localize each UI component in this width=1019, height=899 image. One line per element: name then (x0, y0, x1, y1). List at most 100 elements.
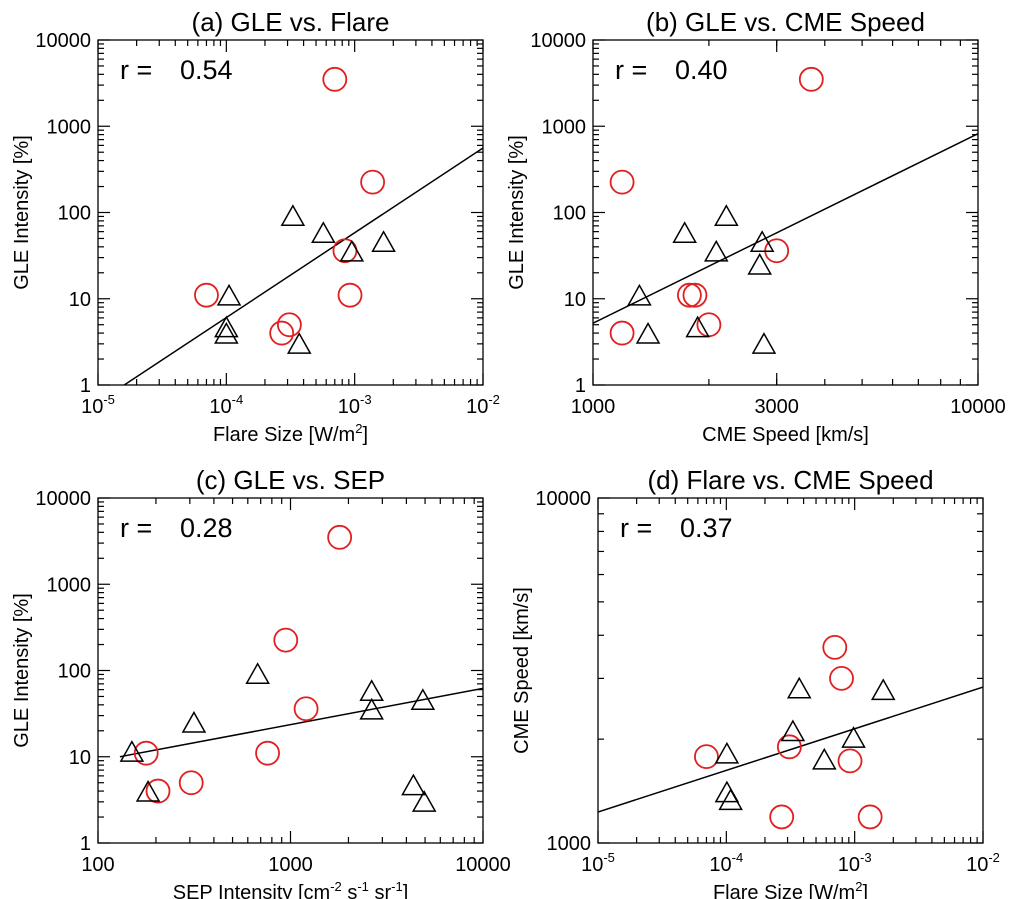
plot-frame (97, 497, 484, 844)
x-tick-label-base: 100 (81, 854, 114, 876)
data-point-triangle (245, 662, 270, 685)
x-axis-label-text: s (342, 882, 358, 899)
data-point-circle (322, 66, 348, 92)
data-point-circle (609, 320, 635, 346)
x-tick-label-base: 10 (466, 396, 488, 418)
data-point-triangle (812, 747, 837, 770)
data-point-triangle (411, 790, 437, 812)
regression-line (119, 687, 483, 758)
x-tick-label-exponent: -5 (103, 392, 115, 407)
x-tick-label: 10000 (950, 396, 1006, 418)
data-point-circle (273, 627, 299, 653)
data-point-circle (769, 804, 795, 830)
x-tick-label: 10-2 (466, 392, 500, 418)
data-point-triangle (685, 315, 710, 338)
data-point-triangle (703, 239, 729, 262)
data-point-triangle (216, 283, 242, 306)
chart-title: (a) GLE vs. Flare (192, 7, 390, 37)
x-tick-label: 10-4 (209, 392, 243, 418)
data-point-circle (837, 748, 863, 774)
x-axis-label: Flare Size [W/m2] (713, 879, 868, 899)
x-tick-label: 1000 (571, 396, 616, 418)
x-axis-label-superscript: -1 (357, 879, 369, 894)
y-tick-label: 10000 (35, 30, 91, 52)
x-axis-label: Flare Size [W/m2] (213, 421, 368, 446)
data-point-triangle (747, 252, 772, 275)
data-point-circle (822, 634, 848, 660)
y-axis-label: GLE Intensity [%] (11, 135, 33, 290)
data-point-circle (609, 169, 635, 195)
x-tick-label-base: 10 (209, 396, 231, 418)
data-point-circle (829, 665, 854, 691)
data-point-circle (145, 778, 171, 804)
data-point-triangle (214, 315, 239, 338)
x-axis-label-superscript: -1 (391, 879, 403, 894)
x-axis-label-text: Flare Size [W/m (713, 882, 855, 899)
data-point-triangle (135, 779, 161, 802)
y-tick-label: 1000 (47, 116, 92, 138)
x-tick-label-exponent: -5 (603, 850, 615, 865)
y-tick-label: 100 (58, 203, 91, 225)
correlation-label: r = (120, 513, 152, 543)
data-point-circle (682, 282, 708, 308)
data-point-circle (337, 282, 363, 308)
data-point-circle (133, 740, 159, 766)
correlation-label: r = (620, 513, 652, 543)
x-tick-label-base: 1000 (571, 396, 616, 418)
data-point-circle (694, 744, 719, 770)
x-tick-label: 10-2 (966, 850, 1000, 876)
x-tick-label-exponent: -4 (232, 392, 244, 407)
plot-frame (97, 39, 484, 386)
x-tick-label-base: 10 (966, 854, 988, 876)
correlation-value: 0.40 (675, 55, 728, 85)
x-tick-label: 10-4 (709, 850, 743, 876)
data-point-circle (276, 312, 302, 338)
data-point-triangle (751, 332, 777, 354)
data-point-circle (327, 524, 353, 550)
y-tick-label: 10 (69, 289, 91, 311)
x-tick-label-exponent: -4 (732, 850, 744, 865)
data-point-triangle (718, 788, 743, 811)
data-point-triangle (635, 321, 661, 344)
x-tick-label-base: 1000 (268, 854, 313, 876)
x-tick-label-base: 10 (338, 396, 360, 418)
x-tick-label-base: 3000 (754, 396, 799, 418)
y-tick-label: 1 (80, 375, 91, 397)
x-axis-label-text: sr (369, 882, 392, 899)
x-tick-label-exponent: -2 (488, 392, 500, 407)
data-point-triangle (672, 221, 697, 243)
data-point-triangle (841, 726, 866, 748)
correlation-value: 0.28 (180, 513, 233, 543)
x-axis-label-text: CME Speed [km/s] (702, 424, 869, 446)
data-point-triangle (714, 741, 740, 764)
data-point-circle (857, 804, 883, 830)
y-axis-label: CME Speed [km/s] (511, 587, 533, 754)
data-point-triangle (749, 230, 775, 253)
x-axis-label-superscript: -2 (330, 879, 342, 894)
x-tick-label-base: 10000 (455, 854, 511, 876)
y-tick-label: 10000 (35, 488, 91, 510)
chart-panel-2: (c) GLE vs. SEP 100 1000 10000 1 10 100 1000 100… (11, 465, 511, 899)
correlation-value: 0.37 (680, 513, 733, 543)
x-axis-label: SEP Intensity [cm-2 s-1 sr-1] (173, 879, 409, 899)
data-point-circle (269, 320, 295, 346)
x-tick-label: 1000 (268, 854, 313, 876)
data-point-triangle (181, 710, 207, 733)
data-point-circle (178, 770, 204, 796)
data-point-triangle (714, 780, 740, 803)
chart-title: (c) GLE vs. SEP (196, 465, 385, 495)
data-point-triangle (119, 740, 145, 762)
data-point-triangle (371, 230, 396, 253)
data-point-circle (798, 66, 824, 92)
chart-title: (d) Flare vs. CME Speed (647, 465, 933, 495)
data-point-triangle (401, 773, 426, 796)
y-tick-label: 100 (58, 661, 91, 683)
x-tick-label-base: 10000 (950, 396, 1006, 418)
y-tick-label: 1000 (542, 116, 587, 138)
x-axis-label-text: ] (403, 882, 409, 899)
data-point-triangle (870, 678, 896, 701)
y-tick-label: 100 (553, 203, 586, 225)
x-tick-label-base: 10 (81, 396, 103, 418)
